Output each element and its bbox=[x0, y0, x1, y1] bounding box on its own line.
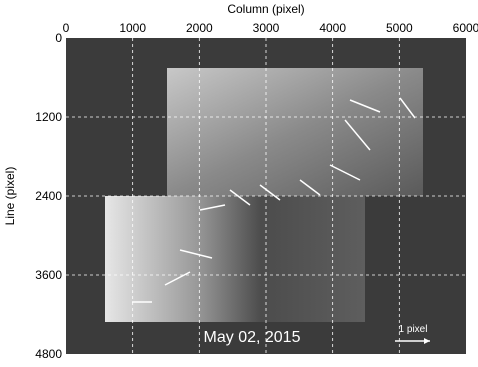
image-panel bbox=[167, 68, 423, 196]
y-axis-title: Line (pixel) bbox=[3, 167, 17, 226]
y-tick-label: 0 bbox=[55, 31, 62, 45]
x-tick-label: 4000 bbox=[319, 21, 346, 35]
image-panel bbox=[105, 196, 365, 322]
y-tick-label: 3600 bbox=[35, 268, 62, 282]
x-tick-label: 3000 bbox=[253, 21, 280, 35]
page: May 02, 2015 1 pixel Column (pixel) Line… bbox=[0, 0, 478, 367]
y-tick-label: 1200 bbox=[35, 110, 62, 124]
x-axis-title: Column (pixel) bbox=[227, 2, 304, 16]
date-annotation: May 02, 2015 bbox=[204, 329, 301, 346]
y-tick-label: 2400 bbox=[35, 189, 62, 203]
scale-annotation: 1 pixel bbox=[399, 324, 428, 335]
x-tick-label: 5000 bbox=[386, 21, 413, 35]
chart: May 02, 2015 1 pixel Column (pixel) Line… bbox=[0, 0, 478, 362]
x-tick-label: 1000 bbox=[119, 21, 146, 35]
x-tick-label: 2000 bbox=[186, 21, 213, 35]
x-tick-label: 6000 bbox=[453, 21, 478, 35]
y-tick-label: 4800 bbox=[35, 347, 62, 361]
x-tick-label: 0 bbox=[63, 21, 70, 35]
